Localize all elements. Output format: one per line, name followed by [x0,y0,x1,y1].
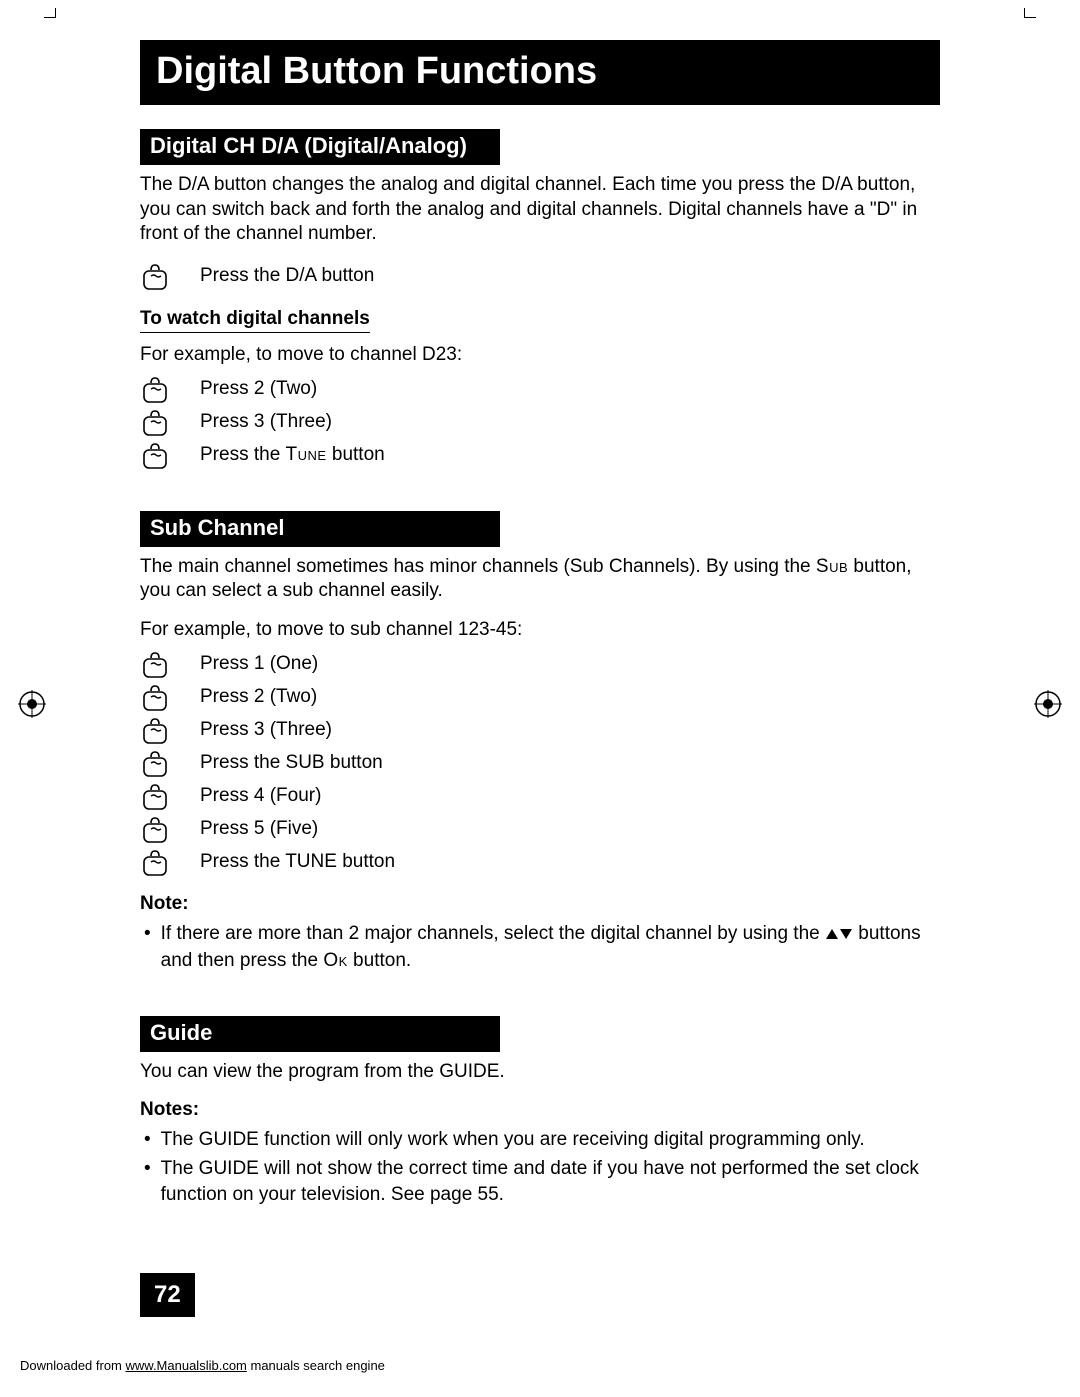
digital-ch-intro: The D/A button changes the analog and di… [140,173,940,247]
step-row: Press 3 (Three) [140,407,940,437]
note-list: If there are more than 2 major channels,… [140,921,940,974]
digital-ch-example: For example, to move to channel D23: [140,343,940,368]
step-text: Press the Tune button [200,444,385,466]
note-text: The GUIDE function will only work when y… [161,1127,865,1153]
crop-mark-icon [44,8,56,18]
button-name-tune: Tune [286,444,327,465]
step-row: Press 1 (One) [140,649,940,679]
step-row: Press the D/A button [140,261,940,291]
footer-post: manuals search engine [247,1358,385,1373]
sub-channel-intro: The main channel sometimes has minor cha… [140,555,940,604]
guide-intro: You can view the program from the GUIDE. [140,1060,940,1085]
step-text-pre: Press the [200,444,286,465]
step-text: Press 2 (Two) [200,686,317,708]
note-item: If there are more than 2 major channels,… [144,921,940,974]
step-row: Press the Tune button [140,440,940,470]
step-row: Press the SUB button [140,748,940,778]
press-button-icon [140,440,172,470]
step-row: Press the TUNE button [140,847,940,877]
step-text: Press 3 (Three) [200,719,332,741]
step-row: Press 3 (Three) [140,715,940,745]
manual-page: Digital Button Functions Digital CH D/A … [0,0,1080,1397]
press-button-icon [140,407,172,437]
press-button-icon [140,847,172,877]
press-button-icon [140,261,172,291]
note-item: The GUIDE will not show the correct time… [144,1156,940,1207]
step-text-post: button [327,444,385,465]
note-text: The GUIDE will not show the correct time… [161,1156,940,1207]
press-button-icon [140,715,172,745]
crop-mark-icon [1024,8,1036,18]
step-text: Press the SUB button [200,752,383,774]
note-item: The GUIDE function will only work when y… [144,1127,940,1153]
footer-link[interactable]: www.Manualslib.com [126,1358,247,1373]
sub-channel-example: For example, to move to sub channel 123-… [140,618,940,643]
triangle-up-icon [825,923,839,949]
step-text: Press 3 (Three) [200,411,332,433]
note-label: Note: [140,893,940,915]
press-button-icon [140,781,172,811]
registration-mark-icon [1034,690,1062,718]
step-row: Press 2 (Two) [140,374,940,404]
press-button-icon [140,649,172,679]
step-text: Press the TUNE button [200,851,395,873]
page-title: Digital Button Functions [140,40,940,105]
step-row: Press 4 (Four) [140,781,940,811]
content-area: Digital Button Functions Digital CH D/A … [140,40,940,1208]
step-text: Press 2 (Two) [200,378,317,400]
registration-mark-icon [18,690,46,718]
subheading-watch-digital: To watch digital channels [140,308,370,333]
page-number: 72 [140,1273,195,1317]
step-row: Press 5 (Five) [140,814,940,844]
step-text: Press 5 (Five) [200,818,318,840]
section-heading-sub-channel: Sub Channel [140,511,500,547]
section-heading-guide: Guide [140,1016,500,1052]
notes-label: Notes: [140,1099,940,1121]
footer: Downloaded from www.Manualslib.com manua… [20,1358,385,1373]
press-button-icon [140,374,172,404]
intro-pre: The main channel sometimes has minor cha… [140,556,816,577]
notes-list: The GUIDE function will only work when y… [140,1127,940,1208]
note-pre: If there are more than 2 major channels,… [161,923,825,944]
section-heading-digital-ch: Digital CH D/A (Digital/Analog) [140,129,500,165]
press-button-icon [140,814,172,844]
step-text: Press the D/A button [200,265,374,287]
step-text: Press 1 (One) [200,653,318,675]
footer-pre: Downloaded from [20,1358,126,1373]
note-post: button. [348,950,411,971]
step-row: Press 2 (Two) [140,682,940,712]
triangle-down-icon [839,923,853,949]
button-name-sub: Sub [816,556,848,577]
button-name-ok: Ok [323,950,347,971]
press-button-icon [140,748,172,778]
press-button-icon [140,682,172,712]
step-text: Press 4 (Four) [200,785,321,807]
